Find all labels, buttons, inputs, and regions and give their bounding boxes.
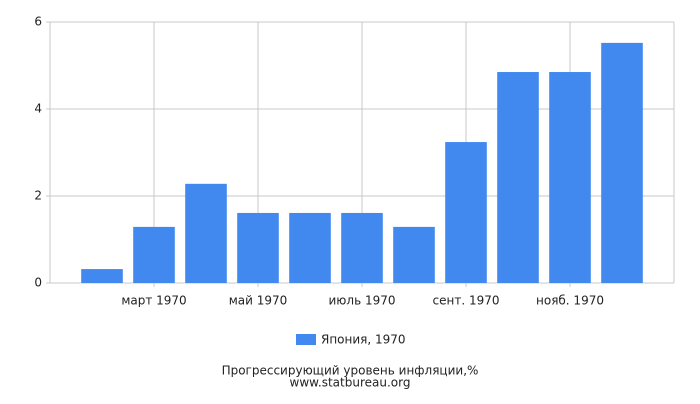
legend-label: Япония, 1970 [321,333,406,347]
bar [185,183,227,283]
x-tick-label: март 1970 [121,294,186,308]
bar [393,226,435,283]
y-tick-label: 4 [34,102,42,116]
y-tick-label: 0 [34,276,42,290]
x-tick-label: сент. 1970 [433,294,500,308]
legend-swatch [296,334,316,345]
bar [133,226,175,283]
x-tick-label: нояб. 1970 [536,294,604,308]
x-tick-label: июль 1970 [329,294,396,308]
bar [497,72,539,284]
chart-subtitle: www.statbureau.org [290,376,411,390]
bar [601,42,643,283]
x-tick-label: май 1970 [229,294,288,308]
bar [81,269,123,283]
bar [549,72,591,284]
bar [341,212,383,283]
chart-title: Прогрессирующий уровень инфляции,% [222,364,479,378]
bar [289,212,331,283]
y-tick-label: 2 [34,189,42,203]
bar [237,212,279,283]
bar [445,142,487,283]
y-tick-label: 6 [34,15,42,29]
